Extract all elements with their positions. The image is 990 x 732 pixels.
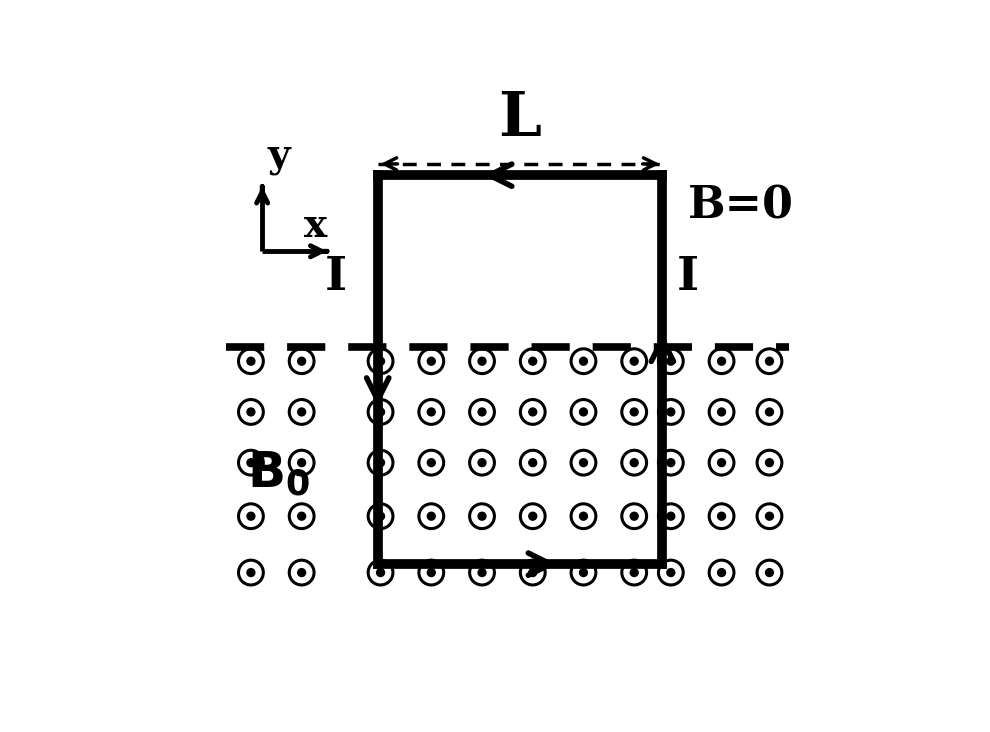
Circle shape [718, 512, 726, 520]
Circle shape [376, 357, 384, 365]
Circle shape [529, 569, 537, 577]
Circle shape [247, 512, 254, 520]
Text: x: x [304, 207, 328, 245]
Circle shape [298, 459, 306, 466]
Circle shape [478, 459, 486, 466]
Circle shape [579, 569, 587, 577]
Circle shape [718, 459, 726, 466]
Circle shape [718, 569, 726, 577]
Text: B=0: B=0 [688, 184, 794, 228]
Circle shape [478, 408, 486, 416]
Circle shape [428, 408, 436, 416]
Circle shape [298, 357, 306, 365]
Circle shape [579, 459, 587, 466]
Circle shape [376, 408, 384, 416]
Circle shape [247, 357, 254, 365]
Circle shape [667, 357, 675, 365]
Text: $\mathbf{B_0}$: $\mathbf{B_0}$ [248, 449, 311, 498]
Circle shape [428, 569, 436, 577]
Circle shape [667, 408, 675, 416]
Circle shape [765, 459, 773, 466]
Circle shape [428, 357, 436, 365]
Text: y: y [267, 137, 290, 175]
Circle shape [631, 569, 639, 577]
Circle shape [765, 357, 773, 365]
Circle shape [579, 512, 587, 520]
Circle shape [631, 512, 639, 520]
Circle shape [247, 569, 254, 577]
Circle shape [667, 512, 675, 520]
Circle shape [718, 408, 726, 416]
Circle shape [376, 569, 384, 577]
Circle shape [667, 569, 675, 577]
Text: I: I [325, 254, 346, 299]
Circle shape [631, 459, 639, 466]
Circle shape [376, 512, 384, 520]
Circle shape [428, 459, 436, 466]
Circle shape [247, 408, 254, 416]
Circle shape [298, 512, 306, 520]
Circle shape [298, 569, 306, 577]
Circle shape [529, 512, 537, 520]
Circle shape [478, 357, 486, 365]
Circle shape [718, 357, 726, 365]
Circle shape [428, 512, 436, 520]
Circle shape [247, 459, 254, 466]
Circle shape [298, 408, 306, 416]
Circle shape [765, 512, 773, 520]
Circle shape [631, 357, 639, 365]
Circle shape [631, 408, 639, 416]
Text: L: L [499, 89, 542, 149]
Text: I: I [677, 254, 699, 299]
Circle shape [765, 569, 773, 577]
Circle shape [478, 569, 486, 577]
Circle shape [529, 459, 537, 466]
Circle shape [478, 512, 486, 520]
Circle shape [579, 357, 587, 365]
Circle shape [579, 408, 587, 416]
Circle shape [529, 357, 537, 365]
Circle shape [376, 459, 384, 466]
Circle shape [529, 408, 537, 416]
Circle shape [765, 408, 773, 416]
Circle shape [667, 459, 675, 466]
